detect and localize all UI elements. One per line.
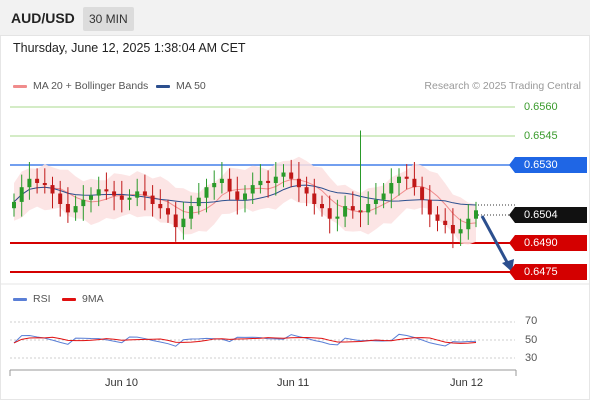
candle-body <box>158 204 163 209</box>
candle-body <box>119 195 124 200</box>
candle-body <box>320 204 324 209</box>
legend-9ma-label: 9MA <box>82 293 104 305</box>
candle-body <box>296 178 301 188</box>
chart-header: AUD/USD 30 MIN <box>0 0 590 36</box>
candle-body <box>343 206 348 217</box>
resistance2-label: 0.6545 <box>524 130 558 142</box>
candle-body <box>281 172 286 177</box>
candle-body <box>35 178 40 183</box>
legend-rsi-label: RSI <box>33 293 51 305</box>
ma50-swatch <box>156 84 170 88</box>
rsi-9ma-line <box>13 336 477 344</box>
timeframe-button[interactable]: 30 MIN <box>83 7 134 31</box>
ma9-swatch <box>62 297 76 301</box>
candle-body <box>58 193 63 204</box>
candle-body <box>373 199 378 204</box>
candle-body <box>189 206 194 219</box>
candle-body <box>27 178 32 188</box>
candle-body <box>389 183 394 194</box>
candle-body <box>96 189 101 196</box>
support2-tag: 0.6475 <box>509 264 587 280</box>
candle-body <box>327 208 332 219</box>
candle-body <box>219 178 224 183</box>
candle-body <box>142 191 147 196</box>
candle-body <box>204 187 209 198</box>
candle-body <box>19 187 24 202</box>
candle-body <box>443 220 448 225</box>
candle-body <box>166 208 170 215</box>
candle-body <box>474 210 478 219</box>
candle-body <box>427 199 432 215</box>
candle-body <box>212 183 217 188</box>
symbol-title: AUD/USD <box>11 10 75 26</box>
candle-body <box>127 197 132 200</box>
candlesticks <box>12 130 478 249</box>
x-label-jun10: Jun 10 <box>105 377 139 389</box>
pivot-tag: 0.6530 <box>509 157 587 173</box>
candle-body <box>73 206 78 213</box>
candle-body <box>235 191 240 200</box>
candle-body <box>135 191 140 198</box>
candle-body <box>366 204 371 213</box>
rsi-level-50: 50 <box>525 334 538 346</box>
x-label-jun12: Jun 12 <box>450 377 484 389</box>
candle-body <box>304 187 309 194</box>
candle-body <box>458 229 463 234</box>
candle-body <box>397 176 401 183</box>
candle-body <box>450 225 455 234</box>
candle-body <box>65 204 70 213</box>
chart-datetime: Thursday, June 12, 2025 1:38:04 AM CET <box>13 41 246 55</box>
legend-ma50-label: MA 50 <box>176 80 206 92</box>
candle-body <box>196 197 201 207</box>
candle-body <box>89 195 93 200</box>
resistance3-label: 0.6560 <box>524 101 558 113</box>
candle-body <box>112 191 117 196</box>
candle-body <box>227 178 232 192</box>
candle-body <box>404 176 409 179</box>
candle-body <box>335 216 340 219</box>
candle-body <box>81 199 86 207</box>
rsi-lines <box>13 333 477 347</box>
candle-body <box>466 218 471 230</box>
candle-body <box>289 172 294 179</box>
copyright-text: Research © 2025 Trading Central <box>424 80 581 92</box>
candle-body <box>420 187 425 200</box>
candle-body <box>243 193 247 200</box>
candle-body <box>312 193 317 204</box>
candle-body <box>350 206 355 211</box>
candle-body <box>266 180 271 183</box>
candle-body <box>104 189 109 192</box>
ma20-swatch <box>13 84 27 88</box>
candle-body <box>12 201 16 209</box>
candle-body <box>435 214 440 221</box>
rsi-level-70: 70 <box>525 315 538 327</box>
x-label-jun11: Jun 11 <box>277 377 310 389</box>
rsi-line <box>13 333 477 347</box>
rsi-swatch <box>13 297 27 301</box>
candle-body <box>412 178 417 188</box>
forecast-arrow <box>480 215 510 265</box>
candle-body <box>381 193 386 200</box>
legend-ma20-label: MA 20 + Bollinger Bands <box>33 80 149 92</box>
candle-body <box>250 185 255 194</box>
legend-ma50: MA 50 <box>156 80 206 92</box>
candle-body <box>258 180 263 186</box>
candle-body <box>42 183 47 186</box>
last-price-tag: 0.6504 <box>509 207 587 223</box>
legend-ma20: MA 20 + Bollinger Bands <box>13 80 148 92</box>
candle-body <box>273 176 278 183</box>
legend-9ma: 9MA <box>62 293 104 305</box>
candle-body <box>50 185 55 194</box>
candle-body <box>181 218 186 228</box>
legend-rsi: RSI <box>13 293 51 305</box>
support1-tag: 0.6490 <box>509 235 587 251</box>
candle-body <box>150 195 155 204</box>
rsi-level-30: 30 <box>525 352 538 364</box>
candle-body <box>173 214 178 228</box>
